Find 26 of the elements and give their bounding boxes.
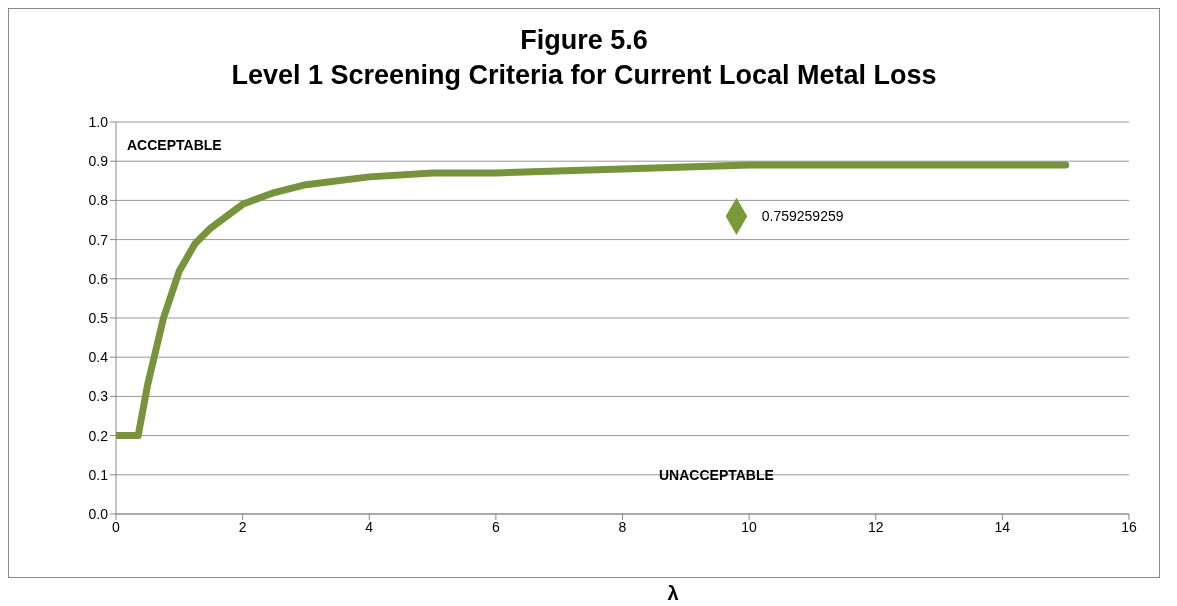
chart-subtitle: Level 1 Screening Criteria for Current Local Metal Loss <box>230 59 938 92</box>
x-tick-label: 16 <box>1121 518 1137 535</box>
annotation: ACCEPTABLE <box>127 137 222 153</box>
x-axis-title: λ <box>666 582 680 605</box>
x-tick-label: 10 <box>741 518 758 535</box>
y-tick-label: 0.7 <box>88 231 109 248</box>
y-tick-label: 0.5 <box>88 309 109 326</box>
x-tick-label: 6 <box>491 518 500 535</box>
data-label: 0.759259259 <box>761 208 844 225</box>
y-tick-label: 0.1 <box>88 466 109 483</box>
y-tick-label: 0.6 <box>88 270 109 287</box>
x-tick-label: 12 <box>867 518 884 535</box>
x-tick-label: 8 <box>618 518 627 535</box>
y-tick-label: 0.9 <box>88 153 109 170</box>
x-tick-label: 4 <box>365 518 374 535</box>
chart-title: Figure 5.6 <box>519 24 649 57</box>
annotation: UNACCEPTABLE <box>659 467 774 483</box>
y-tick-label: 0.8 <box>88 192 109 209</box>
x-tick-label: 0 <box>112 518 121 535</box>
x-tick-label: 14 <box>994 518 1011 535</box>
y-tick-label: 0.2 <box>88 427 109 444</box>
x-tick-label: 2 <box>238 518 247 535</box>
y-tick-label: 0.0 <box>88 505 109 522</box>
y-tick-label: 1.0 <box>88 113 109 130</box>
y-tick-label: 0.4 <box>88 349 109 366</box>
y-tick-label: 0.3 <box>88 388 109 405</box>
